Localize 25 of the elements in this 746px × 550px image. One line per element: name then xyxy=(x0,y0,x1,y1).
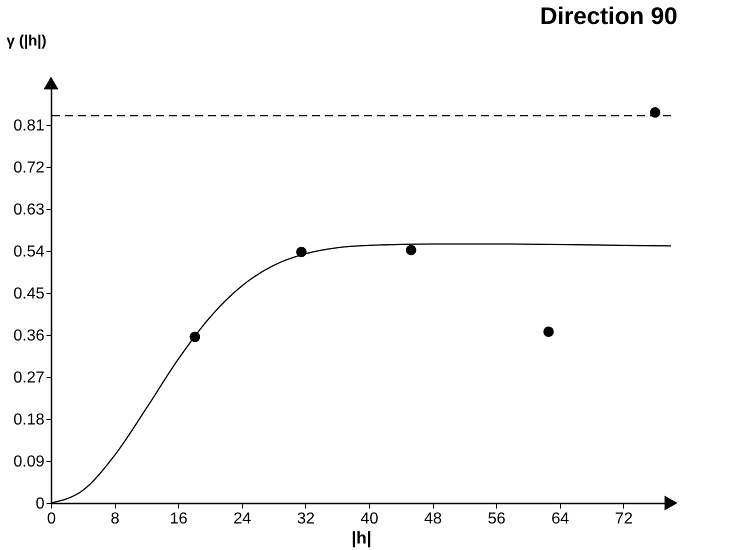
y-tick-label: 0.09 xyxy=(13,454,45,470)
y-tick-label: 0.45 xyxy=(13,286,45,302)
x-tick-label: 72 xyxy=(614,510,633,528)
x-tick-label: 8 xyxy=(110,510,120,528)
x-tick-label: 56 xyxy=(488,510,506,528)
y-tick-label: 0.81 xyxy=(13,118,45,134)
x-tick-label: 40 xyxy=(360,510,378,528)
x-axis-title: |h| xyxy=(352,528,372,548)
y-axis-title: γ (|h|) xyxy=(6,32,46,50)
x-tick-label: 32 xyxy=(296,510,315,528)
y-tick-label: 0.36 xyxy=(13,328,45,344)
x-tick-label: 0 xyxy=(47,510,56,528)
y-tick-label: 0.18 xyxy=(13,412,45,428)
x-tick-label: 64 xyxy=(551,510,570,528)
point xyxy=(406,244,416,256)
y-tick-label: 0.72 xyxy=(13,160,45,176)
point xyxy=(543,326,554,337)
y-tick-label: 0.54 xyxy=(13,244,45,260)
y-tick-label: 0.63 xyxy=(13,202,45,218)
chart-title: Direction 90 xyxy=(540,3,678,30)
x-tick-label: 48 xyxy=(424,510,442,528)
y-tick-label: 0.27 xyxy=(13,370,45,386)
x-tick-label: 24 xyxy=(233,510,252,528)
y-tick-label: 0 xyxy=(36,496,45,512)
x-tick-label: 16 xyxy=(170,510,188,528)
